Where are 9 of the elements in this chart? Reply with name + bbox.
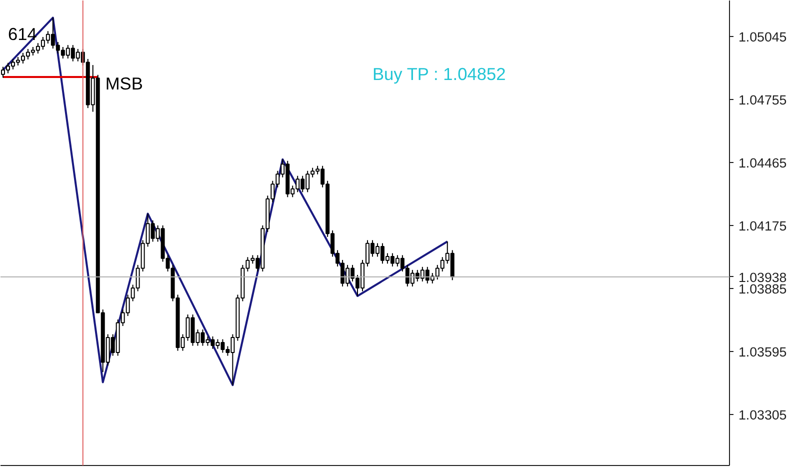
y-tick-label: 1.03305: [738, 407, 787, 422]
y-tick-label: 1.04175: [738, 218, 787, 234]
y-tick-label: 1.03595: [738, 344, 787, 360]
annotation: 614: [8, 24, 38, 44]
y-tick-label: 1.04465: [738, 155, 787, 170]
annotation: Buy TP : 1.04852: [372, 64, 506, 84]
y-tick-label: 1.04755: [738, 92, 787, 108]
annotation: MSB: [105, 74, 143, 94]
y-tick-label: 1.05045: [738, 29, 787, 44]
